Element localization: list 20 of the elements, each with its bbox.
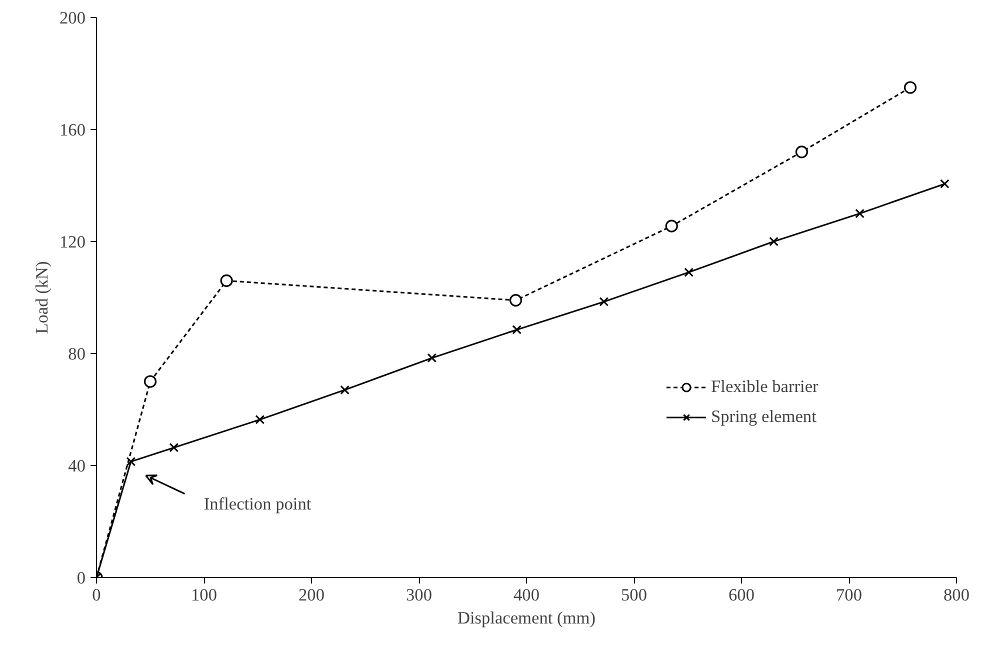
x-tick-label: 700 bbox=[836, 586, 862, 604]
annotation: Inflection point bbox=[204, 494, 312, 514]
x-tick-label: 500 bbox=[621, 586, 648, 604]
x-tick-label: 300 bbox=[406, 586, 432, 604]
y-tick-label: 0 bbox=[76, 568, 86, 588]
x-tick-label: 800 bbox=[944, 586, 970, 604]
x-tick-label: 600 bbox=[728, 586, 755, 604]
x-tick-label: 200 bbox=[298, 586, 325, 604]
y-tick-label: 40 bbox=[68, 456, 86, 476]
legend-label: Flexible barrier bbox=[711, 377, 818, 397]
y-tick-label: 120 bbox=[60, 232, 86, 252]
y-axis-title: Load (kN) bbox=[32, 260, 52, 334]
x-tick-label: 0 bbox=[92, 586, 101, 604]
x-axis-title: Displacement (mm) bbox=[457, 608, 596, 628]
y-tick-label: 80 bbox=[68, 344, 86, 364]
x-tick-label: 400 bbox=[514, 586, 540, 604]
y-tick-label: 200 bbox=[60, 8, 86, 28]
legend-label: Spring element bbox=[711, 407, 816, 427]
x-tick-label: 100 bbox=[191, 586, 218, 604]
y-tick-label: 160 bbox=[60, 120, 86, 140]
